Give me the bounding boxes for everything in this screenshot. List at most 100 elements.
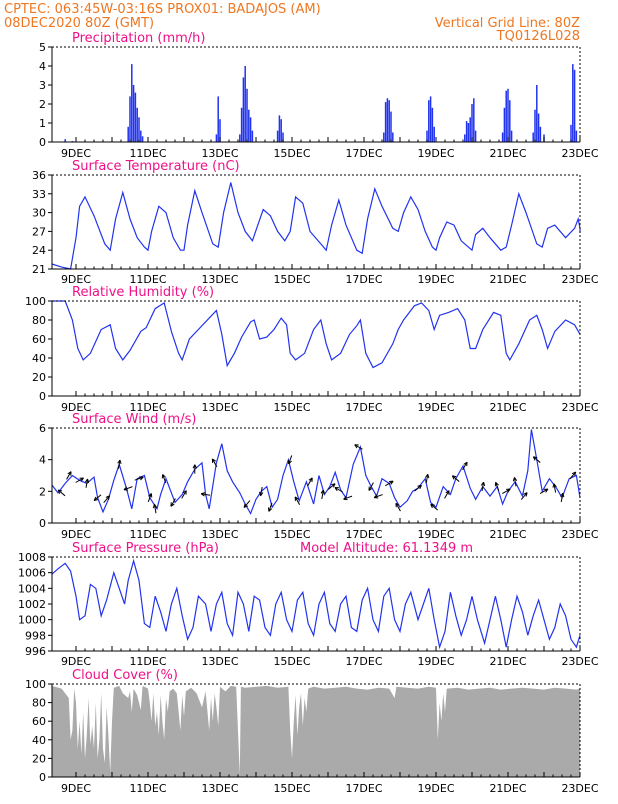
wind-arrow [502, 489, 510, 494]
rh-x-tick-label: 19DEC [417, 401, 454, 414]
cloud-y-tick-label: 100 [25, 678, 46, 691]
temp-panel: Surface Temperature (nC)2124273033369DEC… [32, 159, 599, 286]
precip-bar [430, 96, 432, 142]
temp-x-tick-label: 17DEC [345, 273, 382, 286]
wind-arrow [308, 478, 313, 486]
wind-y-tick-label: 4 [39, 454, 46, 467]
pressure-y-tick-label: 1002 [18, 598, 46, 611]
precip-bar [502, 133, 504, 143]
precip-bar [509, 100, 511, 142]
wind-title: Surface Wind (m/s) [72, 412, 196, 427]
wind-x-tick-label: 21DEC [489, 528, 526, 541]
cloud-x-tick-label: 21DEC [489, 782, 526, 795]
cloud-area [52, 686, 580, 777]
precip-bar [217, 96, 219, 142]
rh-y-tick-label: 100 [25, 295, 46, 308]
cloud-x-tick-label: 23DEC [561, 782, 598, 795]
rh-y-tick-label: 80 [32, 314, 46, 327]
cloud-title: Cloud Cover (%) [72, 668, 178, 683]
precip-bar [536, 85, 538, 142]
wind-y-tick-label: 0 [39, 517, 46, 530]
precip-bar [511, 131, 512, 142]
pressure-annotation: Model Altitude: 61.1349 m [300, 541, 473, 556]
temp-y-tick-label: 24 [32, 244, 46, 257]
precip-bar [383, 133, 385, 143]
pressure-panel: Surface Pressure (hPa)Model Altitude: 61… [18, 541, 599, 668]
precip-bar [138, 117, 140, 142]
precip-bar [538, 114, 540, 143]
pressure-y-tick-label: 1000 [18, 614, 46, 627]
precip-bar [136, 108, 138, 142]
precip-bar [129, 96, 131, 142]
pressure-x-tick-label: 17DEC [345, 655, 382, 668]
precip-bar [127, 127, 129, 142]
rh-x-tick-label: 15DEC [273, 401, 310, 414]
precip-bar [505, 91, 507, 142]
temp-y-tick-label: 21 [32, 263, 46, 276]
wind-arrow [355, 445, 363, 450]
wind-x-tick-label: 11DEC [129, 528, 166, 541]
pressure-x-tick-label: 21DEC [489, 655, 526, 668]
wind-series-line [52, 430, 580, 514]
wind-x-tick-label: 9DEC [61, 528, 91, 541]
temp-y-tick-label: 36 [32, 169, 46, 182]
precip-bar [390, 112, 392, 142]
temp-y-tick-label: 30 [32, 207, 46, 220]
pressure-x-tick-label: 15DEC [273, 655, 310, 668]
wind-arrow [104, 496, 110, 503]
rh-y-tick-label: 0 [39, 390, 46, 403]
precip-bar [428, 100, 430, 142]
precip-bar [246, 89, 248, 142]
precip-bar [469, 117, 471, 142]
pressure-x-tick-label: 11DEC [129, 655, 166, 668]
precip-bar [576, 131, 578, 142]
precip-bar [279, 115, 281, 142]
precip-bar [540, 127, 542, 142]
cloud-y-tick-label: 0 [39, 771, 46, 784]
wind-arrow [452, 476, 459, 482]
wind-arrow [162, 474, 165, 482]
wind-arrow [58, 490, 65, 496]
precip-bar [532, 133, 534, 143]
rh-series-line [52, 301, 580, 368]
cloud-x-tick-label: 11DEC [129, 782, 166, 795]
wind-arrow [513, 477, 516, 486]
pressure-x-tick-label: 19DEC [417, 655, 454, 668]
precip-bar [572, 64, 574, 142]
precip-x-tick-label: 23DEC [561, 147, 598, 160]
wind-arrow [540, 489, 548, 494]
cloud-x-tick-label: 17DEC [345, 782, 382, 795]
cloud-x-tick-label: 9DEC [61, 782, 91, 795]
wind-x-tick-label: 13DEC [201, 528, 238, 541]
rh-title: Relative Humidity (%) [72, 285, 214, 300]
rh-x-tick-label: 17DEC [345, 401, 382, 414]
wind-arrow [260, 487, 263, 496]
precip-x-tick-label: 21DEC [489, 147, 526, 160]
cloud-y-tick-label: 60 [32, 715, 46, 728]
precip-bar [244, 66, 246, 142]
rh-x-tick-label: 13DEC [201, 401, 238, 414]
precip-bar [534, 110, 536, 142]
precip-bar [433, 127, 435, 142]
rh-x-tick-label: 23DEC [561, 401, 598, 414]
cloud-x-tick-label: 19DEC [417, 782, 454, 795]
precip-y-tick-label: 1 [39, 117, 46, 130]
precip-bar [504, 108, 506, 142]
wind-arrow [445, 491, 450, 499]
wind-arrow [124, 487, 132, 490]
wind-arrow [244, 501, 250, 508]
pressure-x-tick-label: 23DEC [561, 655, 598, 668]
precip-y-tick-label: 3 [39, 79, 46, 92]
precip-x-tick-label: 15DEC [273, 147, 310, 160]
wind-arrow [153, 504, 156, 513]
cloud-x-tick-label: 15DEC [273, 782, 310, 795]
wind-arrow [335, 488, 343, 493]
temp-x-tick-label: 19DEC [417, 273, 454, 286]
rh-y-tick-label: 60 [32, 333, 46, 346]
precip-bar [133, 85, 135, 142]
